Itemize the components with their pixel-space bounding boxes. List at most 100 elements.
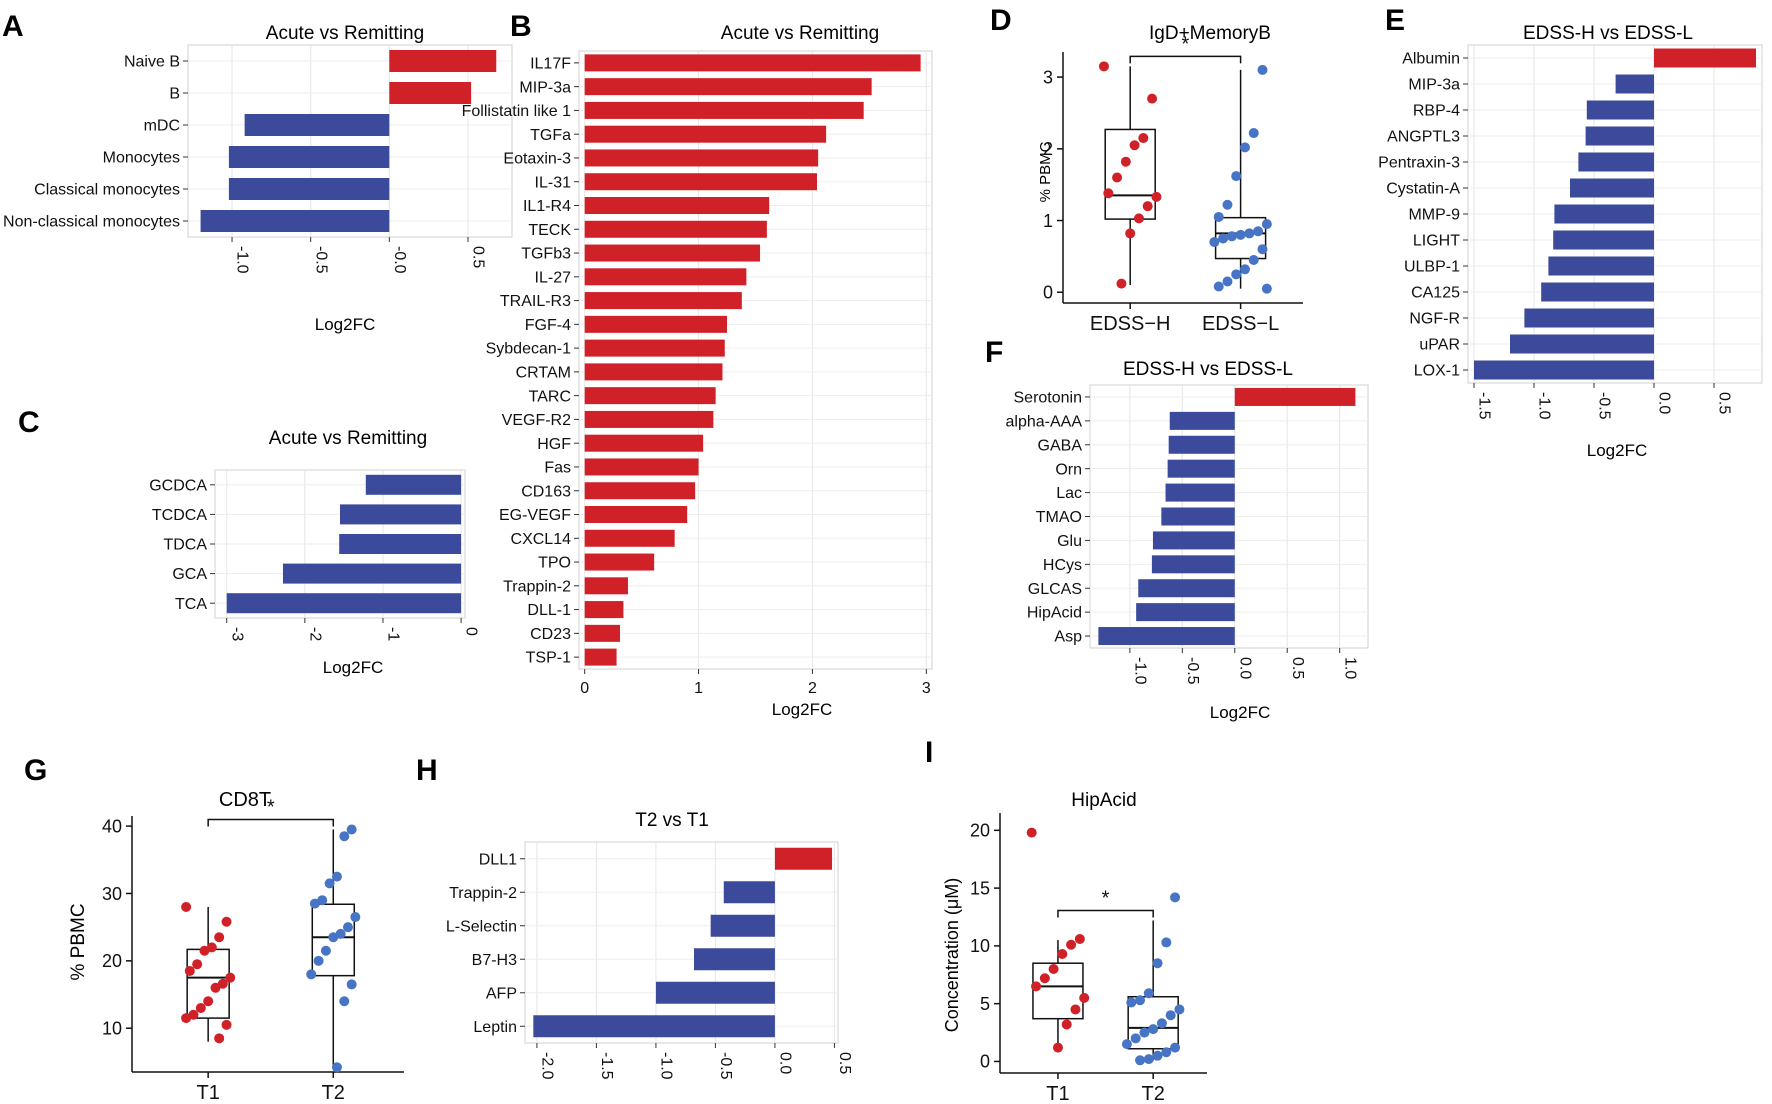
data-point <box>306 969 317 980</box>
data-point <box>195 1003 206 1013</box>
data-point <box>1061 1019 1072 1030</box>
category-label: Monocytes <box>103 150 180 167</box>
panel-a-title: Acute vs Remitting <box>266 23 424 44</box>
data-point <box>1231 171 1242 182</box>
significance-marker: * <box>1102 887 1110 909</box>
data-point <box>1126 997 1137 1008</box>
category-label: HipAcid <box>1027 605 1082 622</box>
category-label: EDSS−H <box>1090 313 1171 335</box>
bar <box>1167 459 1235 478</box>
data-point <box>1133 213 1144 224</box>
significance-marker: * <box>1182 33 1190 55</box>
category-label: Asp <box>1054 629 1082 646</box>
bar <box>244 114 390 136</box>
category-label: B <box>169 86 180 103</box>
data-point <box>1103 188 1114 199</box>
box <box>1104 128 1156 220</box>
bar <box>655 981 775 1004</box>
data-point <box>1143 1054 1154 1065</box>
tick-label-y: 20 <box>102 951 122 971</box>
bar <box>1548 256 1654 276</box>
category-label: alpha-AAA <box>1006 413 1083 430</box>
data-point <box>1244 228 1255 239</box>
data-point <box>1139 1027 1150 1038</box>
category-label: TDCA <box>163 537 207 554</box>
category-label: mDC <box>144 118 180 135</box>
bar <box>584 529 675 547</box>
tick-label-x: -2.0 <box>539 1052 556 1080</box>
tick-label-y: 10 <box>970 936 990 956</box>
category-label: GCA <box>172 566 207 583</box>
bar <box>584 315 728 333</box>
tick-label-x: 0 <box>463 627 480 636</box>
data-point <box>1248 128 1259 139</box>
category-label: GCDCA <box>149 477 207 494</box>
category-label: RBP-4 <box>1413 103 1460 120</box>
data-point <box>1239 142 1250 153</box>
category-label: T2 <box>1142 1083 1165 1104</box>
bar <box>723 881 775 904</box>
panel-g-title: CD8T <box>219 789 271 811</box>
data-point <box>217 978 228 989</box>
tick-label-x: 0.5 <box>470 246 487 268</box>
bar <box>1510 334 1654 354</box>
data-point <box>1174 1004 1185 1015</box>
category-label: TARC <box>529 388 571 405</box>
tick-label-x: 0.0 <box>1656 392 1673 414</box>
category-label: T1 <box>196 1082 219 1104</box>
box <box>1032 962 1084 1020</box>
data-point <box>339 831 350 842</box>
category-label: GLCAS <box>1028 581 1082 598</box>
data-point <box>203 996 214 1007</box>
data-point <box>1125 228 1136 239</box>
data-point <box>1066 939 1077 950</box>
panel-label-e: E <box>1385 4 1405 37</box>
data-point <box>221 916 232 927</box>
category-label: Naive B <box>124 54 180 71</box>
bar <box>1615 74 1654 94</box>
data-point <box>1151 191 1162 202</box>
data-point <box>1170 892 1181 903</box>
bar <box>584 506 688 523</box>
data-point <box>350 912 361 923</box>
tick-label-x: -1.0 <box>234 246 251 274</box>
bar <box>1138 579 1235 598</box>
data-point <box>1152 1050 1163 1061</box>
tick-label-y: 2 <box>1043 139 1053 159</box>
category-label: VEGF-R2 <box>502 412 571 429</box>
data-point <box>181 1013 192 1024</box>
panel-i-plot: 0 5 10 15 20 T1 T2 * <box>970 813 1207 1104</box>
bar <box>226 593 462 614</box>
plot-frame <box>524 841 839 1044</box>
bar <box>1168 435 1235 454</box>
bar <box>584 54 921 72</box>
tick-label-x: -2 <box>306 627 323 641</box>
tick-label-x: 0.5 <box>1716 392 1733 414</box>
panel-label-i: I <box>925 736 933 769</box>
category-label: T1 <box>1046 1083 1069 1104</box>
data-point <box>1257 244 1268 255</box>
tick-label-x: -3 <box>228 627 245 641</box>
tick-label-x: -0.5 <box>717 1052 734 1080</box>
data-point <box>214 1033 225 1044</box>
data-point <box>328 932 339 943</box>
bar <box>228 178 390 200</box>
category-label: B7-H3 <box>472 952 517 969</box>
data-point <box>1235 229 1246 240</box>
data-point <box>192 959 203 970</box>
category-label: Eotaxin-3 <box>503 151 571 168</box>
bar <box>584 410 714 428</box>
bar <box>584 482 696 500</box>
category-label: IL-27 <box>535 269 572 286</box>
data-point <box>1121 1039 1132 1050</box>
bar <box>584 339 725 357</box>
bar <box>584 387 716 405</box>
category-label: CXCL14 <box>511 531 572 548</box>
category-label: Trappin-2 <box>503 578 571 595</box>
panel-e-title: EDSS-H vs EDSS-L <box>1523 23 1693 44</box>
data-point <box>1116 278 1127 289</box>
bar <box>584 197 770 214</box>
panel-b-xlabel: Log2FC <box>772 700 832 719</box>
category-label: EG-VEGF <box>499 507 571 524</box>
